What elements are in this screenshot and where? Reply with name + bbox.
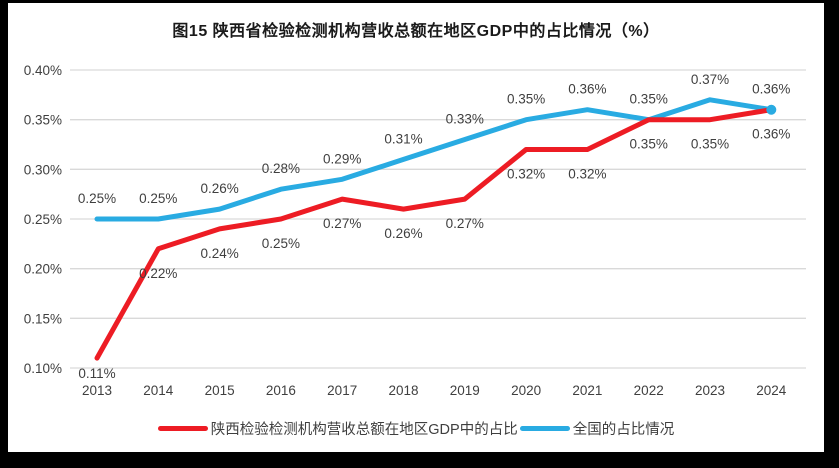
y-axis-tick-label: 0.15% xyxy=(24,311,62,326)
data-point-label: 0.25% xyxy=(262,236,300,251)
legend-label-shaanxi: 陕西检验检测机构营收总额在地区GDP中的占比 xyxy=(210,421,518,438)
data-point-label: 0.26% xyxy=(384,226,422,241)
data-point-label: 0.24% xyxy=(200,246,238,261)
data-point-label: 0.27% xyxy=(446,216,484,231)
data-point-label: 0.27% xyxy=(323,216,361,231)
data-point-label: 0.25% xyxy=(139,191,177,206)
y-axis-tick-label: 0.35% xyxy=(24,113,62,128)
legend-label-national: 全国的占比情况 xyxy=(572,421,675,438)
data-point-label: 0.26% xyxy=(200,181,238,196)
legend-line-sample-national xyxy=(519,425,570,431)
data-point-label: 0.35% xyxy=(507,92,545,107)
y-axis-tick-label: 0.20% xyxy=(24,262,62,277)
data-point-label: 0.35% xyxy=(691,137,729,152)
data-point-label: 0.36% xyxy=(752,82,790,97)
x-axis-tick-label: 2020 xyxy=(511,383,541,398)
data-point-label: 0.37% xyxy=(691,72,729,87)
y-axis-tick-label: 0.40% xyxy=(24,63,62,78)
data-point-label: 0.32% xyxy=(568,166,606,181)
x-axis-tick-label: 2014 xyxy=(143,383,174,398)
x-axis-tick-label: 2013 xyxy=(82,383,112,398)
x-axis-tick-label: 2021 xyxy=(572,383,602,398)
x-axis-tick-label: 2015 xyxy=(205,383,235,398)
y-axis-tick-label: 0.30% xyxy=(24,162,62,177)
data-point-label: 0.25% xyxy=(78,191,116,206)
data-point-label: 0.28% xyxy=(262,161,300,176)
data-point-label: 0.36% xyxy=(568,82,606,97)
series-line-shaanxi xyxy=(94,107,774,361)
chart-panel: 图15 陕西省检验检测机构营收总额在地区GDP中的占比情况（%） 0.40% 0.… xyxy=(8,3,824,452)
x-axis-tick-label: 2023 xyxy=(695,383,725,398)
data-point-label: 0.36% xyxy=(752,127,790,142)
data-point-label: 0.35% xyxy=(630,137,668,152)
data-point-label: 0.11% xyxy=(78,366,115,381)
x-axis-tick-label: 2019 xyxy=(450,383,480,398)
data-point-label: 0.32% xyxy=(507,166,545,181)
data-point-label: 0.33% xyxy=(446,112,484,127)
x-axis-tick-label: 2024 xyxy=(756,383,787,398)
series-endpoint-marker-national xyxy=(766,104,777,115)
data-point-label: 0.31% xyxy=(384,131,422,146)
x-axis-tick-label: 2018 xyxy=(388,383,418,398)
x-axis-tick-label: 2017 xyxy=(327,383,357,398)
data-point-label: 0.29% xyxy=(323,151,361,166)
series-line-national xyxy=(94,97,774,222)
chart-title: 图15 陕西省检验检测机构营收总额在地区GDP中的占比情况（%） xyxy=(172,23,660,40)
chart-legend: 陕西检验检测机构营收总额在地区GDP中的占比 全国的占比情况 xyxy=(8,416,824,440)
data-point-label: 0.22% xyxy=(139,266,177,281)
x-axis-tick-label: 2016 xyxy=(266,383,296,398)
y-axis-tick-label: 0.25% xyxy=(24,212,62,227)
y-axis-tick-label: 0.10% xyxy=(24,361,62,376)
legend-line-sample-shaanxi xyxy=(157,425,208,431)
x-axis-tick-label: 2022 xyxy=(634,383,664,398)
line-chart-plot-area: 0.40% 0.35% 0.30% 0.25% 0.20% 0.15% 0.10% 2013 2… xyxy=(24,63,806,398)
data-point-label: 0.35% xyxy=(630,92,668,107)
